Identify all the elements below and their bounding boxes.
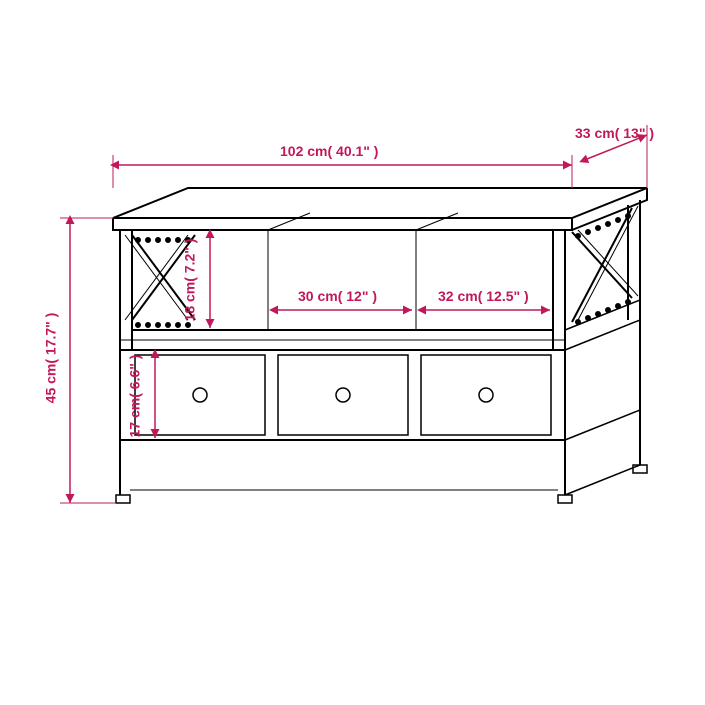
furniture-drawing [0, 0, 705, 705]
cabinet-outline [113, 188, 647, 503]
dimension-lines [60, 125, 647, 503]
dim-shelf-mid: 30 cm( 12" ) [298, 288, 377, 304]
dim-depth-top: 33 cm( 13" ) [575, 125, 654, 141]
dim-shelf-right: 32 cm( 12.5" ) [438, 288, 529, 304]
dim-drawer-height: 17 cm( 6.6" ) [126, 355, 142, 438]
dim-height-left: 45 cm( 17.7" ) [42, 313, 58, 404]
diagram-canvas: 102 cm( 40.1" ) 33 cm( 13" ) 45 cm( 17.7… [0, 0, 705, 705]
dim-width-top: 102 cm( 40.1" ) [280, 143, 378, 159]
dim-shelf-height: 18 cm( 7.2" ) [181, 239, 197, 322]
